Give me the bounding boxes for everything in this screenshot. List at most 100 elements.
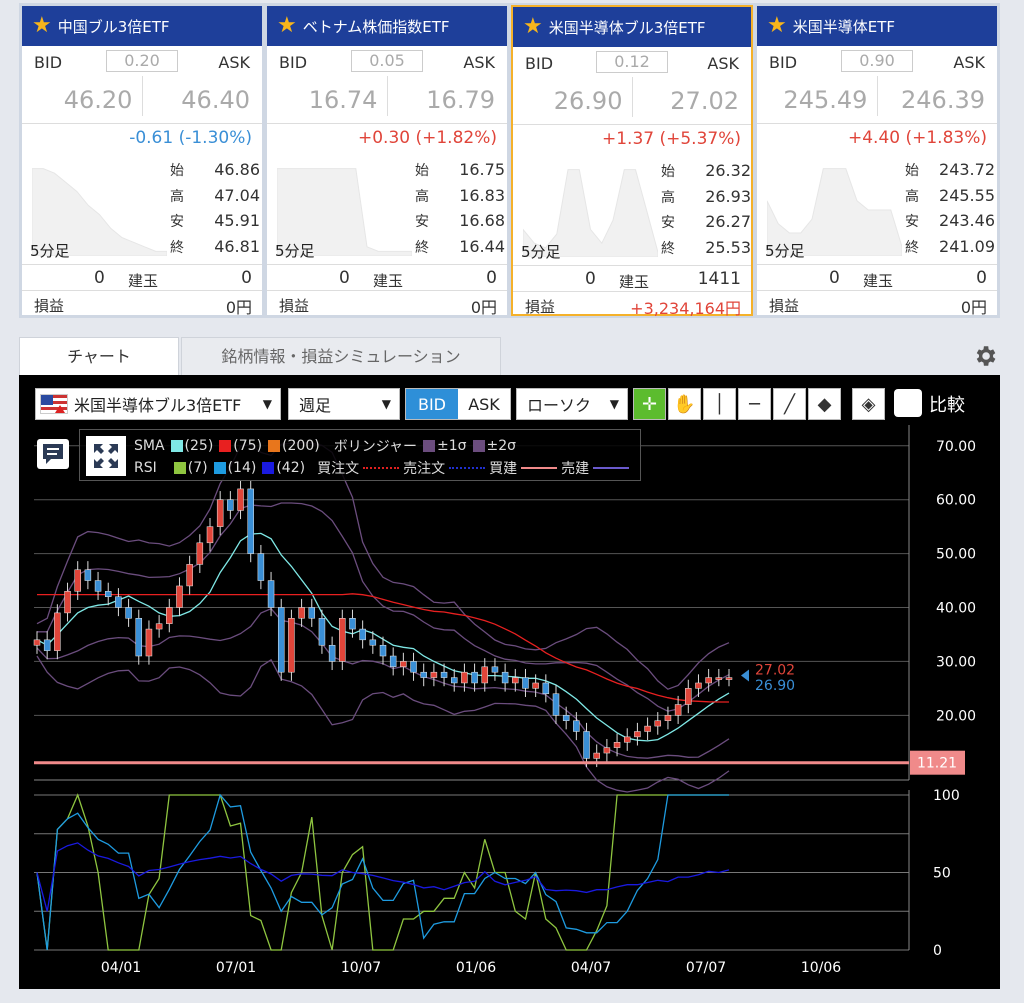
chart-panel[interactable]: 70.00 60.00 50.00 40.00 30.00 20.00 11.21 27.02… <box>19 375 1000 989</box>
bid-price[interactable]: 46.20 <box>63 86 133 114</box>
pl-row: 損益 +3,234,164円 <box>513 294 751 318</box>
bid-ask-row: BID 0.90 ASK <box>757 46 997 74</box>
sma-label: SMA <box>134 438 165 454</box>
pl-row: 損益 0円 <box>267 293 507 317</box>
bid-toggle-button[interactable]: BID <box>406 389 458 419</box>
candle-body <box>339 618 346 662</box>
chart-type-value: ローソク <box>527 396 592 415</box>
quote-card[interactable]: ★ 中国ブル3倍ETF BID 0.20 ASK 46.20 46.40 -0.… <box>21 5 263 317</box>
candle-body <box>532 682 539 689</box>
ask-toggle-button[interactable]: ASK <box>468 394 500 414</box>
quote-card[interactable]: ★ 米国半導体ETF BID 0.90 ASK 245.49 246.39 +4… <box>756 5 998 317</box>
candle-body <box>64 591 71 614</box>
x-tick-label: 07/01 <box>216 960 256 976</box>
x-tick-label: 10/06 <box>801 960 841 976</box>
high-label: 高 <box>415 188 429 205</box>
vertical-line-tool-icon[interactable]: │ <box>703 388 736 420</box>
bid-price-label: 26.90 <box>755 678 795 694</box>
ask-price-label: 27.02 <box>755 662 795 678</box>
candle-body <box>461 671 468 684</box>
candle-body <box>349 618 356 630</box>
erase-all-tool-icon[interactable]: ◈ <box>852 388 885 420</box>
buy-order-label: 買注文 <box>317 461 360 477</box>
candle-body <box>583 731 590 759</box>
tab-chart[interactable]: チャート <box>19 337 179 375</box>
x-tick-label: 01/06 <box>456 960 496 976</box>
price-chart[interactable]: 70.00 60.00 50.00 40.00 30.00 20.00 11.21 27.02… <box>19 375 1000 989</box>
position-label: 建玉 <box>863 272 894 290</box>
position-size: 0 <box>585 269 596 289</box>
candle-body <box>359 628 366 641</box>
x-tick-label: 04/07 <box>571 960 611 976</box>
star-icon[interactable]: ★ <box>767 13 787 38</box>
candle-body <box>94 580 102 592</box>
trend-line-tool-icon[interactable]: ╱ <box>773 388 806 420</box>
price-row: 16.74 16.79 <box>267 74 507 124</box>
ask-price[interactable]: 16.79 <box>426 86 495 114</box>
open-value: 26.32 <box>705 161 751 180</box>
candle-body <box>613 742 621 748</box>
ask-price[interactable]: 246.39 <box>901 86 985 114</box>
rsi-label: RSI <box>134 460 157 476</box>
compare-checkbox[interactable] <box>894 389 922 417</box>
period-select[interactable]: 週足 ▼ <box>288 388 400 420</box>
low-value: 26.27 <box>705 212 751 231</box>
ohlc-list: 始 26.32 高 26.93 安 26.27 終 25.53 <box>661 161 751 263</box>
bid-ask-row: BID 0.20 ASK <box>22 46 262 74</box>
position-size: 0 <box>339 268 350 288</box>
position-row: 0 建玉 0 <box>22 264 262 291</box>
chevron-down-icon: ▼ <box>381 397 391 411</box>
crosshair-tool-icon[interactable]: ✛ <box>633 388 666 420</box>
eraser-tool-icon[interactable]: ◆ <box>808 388 841 420</box>
tab-symbol-info[interactable]: 銘柄情報・損益シミュレーション <box>181 337 501 375</box>
pl-value: +3,234,164円 <box>630 299 741 318</box>
candle-body <box>685 688 692 705</box>
hand-tool-icon[interactable]: ✋ <box>668 388 701 420</box>
candle-body <box>603 747 611 754</box>
position-line-label: 11.21 <box>917 756 957 772</box>
candle-body <box>522 677 529 689</box>
position-value: 0 <box>486 268 497 288</box>
star-icon[interactable]: ★ <box>523 14 543 39</box>
compare-label: 比較 <box>929 395 965 416</box>
chart-type-select[interactable]: ローソク ▼ <box>516 388 628 420</box>
sparkline <box>32 168 167 256</box>
candle-body <box>623 736 631 743</box>
comment-icon[interactable] <box>37 439 69 469</box>
star-icon[interactable]: ★ <box>32 13 52 38</box>
quote-card-selected[interactable]: ★ 米国半導体ブル3倍ETF BID 0.12 ASK 26.90 27.02 … <box>511 5 753 318</box>
quote-card[interactable]: ★ ベトナム株価指数ETF BID 0.05 ASK 16.74 16.79 +… <box>266 5 508 317</box>
expand-icon[interactable] <box>86 436 126 476</box>
boll2-label: ±2σ <box>486 438 517 454</box>
close-value: 25.53 <box>705 237 751 257</box>
low-value: 16.68 <box>459 211 505 230</box>
candle-body <box>328 644 336 662</box>
chevron-down-icon: ▼ <box>609 397 619 411</box>
star-icon[interactable]: ★ <box>277 13 297 38</box>
pl-label: 損益 <box>525 298 556 316</box>
candle-body <box>420 671 427 678</box>
card-title: 中国ブル3倍ETF <box>57 17 170 36</box>
position-row: 0 建玉 0 <box>267 264 507 291</box>
position-size: 0 <box>94 268 105 288</box>
symbol-select[interactable]: 米国半導体ブル3倍ETF ▼ <box>35 388 281 420</box>
bid-price[interactable]: 16.74 <box>308 86 378 114</box>
position-label: 建玉 <box>619 273 650 291</box>
ask-label: ASK <box>218 53 250 72</box>
open-label: 始 <box>905 163 919 179</box>
candle-body <box>410 661 417 673</box>
ask-price[interactable]: 46.40 <box>181 86 250 114</box>
bid-price[interactable]: 26.90 <box>553 87 623 115</box>
sma200-label: (200) <box>282 438 320 454</box>
low-label: 安 <box>415 214 429 230</box>
gear-icon[interactable] <box>972 343 998 369</box>
rsi42-label: (42) <box>276 460 306 476</box>
pl-label: 損益 <box>769 297 800 315</box>
horizontal-line-tool-icon[interactable]: ─ <box>738 388 771 420</box>
spread-value: 0.90 <box>841 50 913 72</box>
y-tick-label: 20.00 <box>936 708 976 724</box>
high-label: 高 <box>661 189 675 206</box>
close-label: 終 <box>415 239 429 256</box>
bid-price[interactable]: 245.49 <box>783 86 868 114</box>
ask-price[interactable]: 27.02 <box>670 87 739 115</box>
